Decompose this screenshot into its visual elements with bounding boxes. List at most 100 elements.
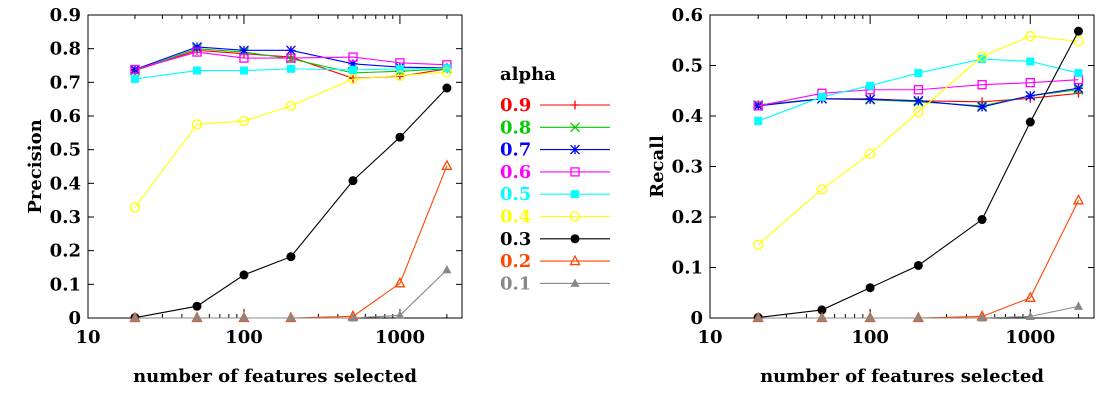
legend-entry-alpha-0.1: 0.1 bbox=[500, 273, 610, 294]
x-tick-label: 1000 bbox=[1005, 327, 1055, 348]
data-point-alpha-0.4 bbox=[913, 106, 924, 118]
legend-marker bbox=[570, 234, 580, 244]
y-tick-label: 0.3 bbox=[672, 157, 703, 178]
y-tick-label: 0 bbox=[68, 308, 81, 329]
data-point-alpha-0.6 bbox=[192, 47, 202, 57]
data-point-alpha-0.1 bbox=[286, 313, 296, 322]
data-point-alpha-0.7 bbox=[913, 95, 924, 106]
data-point-alpha-0.5 bbox=[193, 66, 202, 75]
legend-label: 0.9 bbox=[500, 95, 531, 116]
x-tick-label: 100 bbox=[225, 327, 263, 348]
data-point-alpha-0.1 bbox=[1073, 301, 1083, 310]
y-axis-title: Recall bbox=[647, 135, 668, 198]
data-point-alpha-0.7 bbox=[977, 101, 988, 112]
legend-entry-alpha-0.8: 0.8 bbox=[500, 117, 610, 138]
data-point-alpha-0.7 bbox=[239, 45, 249, 56]
legend-entry-alpha-0.9: 0.9 bbox=[500, 95, 610, 116]
data-point-alpha-0.5 bbox=[348, 65, 357, 74]
data-point-alpha-0.3 bbox=[865, 283, 875, 293]
legend-entry-alpha-0.3: 0.3 bbox=[500, 229, 610, 250]
data-point-alpha-0.4 bbox=[1025, 31, 1036, 42]
data-point-alpha-0.4 bbox=[1073, 36, 1084, 47]
data-point-alpha-0.7 bbox=[192, 42, 202, 52]
data-point-alpha-0.4 bbox=[864, 148, 876, 160]
data-point-alpha-0.3 bbox=[1073, 26, 1083, 36]
data-point-alpha-0.1 bbox=[395, 310, 405, 319]
legend-marker bbox=[570, 167, 580, 177]
data-point-alpha-0.4 bbox=[753, 239, 764, 250]
legend-label: 0.2 bbox=[500, 251, 531, 272]
data-point-alpha-0.5 bbox=[817, 92, 826, 101]
x-tick-label: 10 bbox=[75, 327, 100, 348]
legend-marker bbox=[570, 278, 580, 287]
legend-label: 0.3 bbox=[500, 229, 531, 250]
data-point-alpha-0.2 bbox=[441, 159, 453, 170]
data-point-alpha-0.5 bbox=[1074, 69, 1083, 78]
legend-entry-alpha-0.4: 0.4 bbox=[500, 207, 610, 228]
y-axis-title: Precision bbox=[25, 119, 46, 213]
precision-chart: 0 0.1 0.2 0.3 0.4 0.5 0.6 0.7 0.8 0.9 10 100 1000 num… bbox=[25, 5, 463, 387]
y-tick-label: 0.2 bbox=[50, 241, 81, 262]
legend-entry-alpha-0.7: 0.7 bbox=[500, 140, 610, 161]
series-alpha-0.5 bbox=[754, 54, 1083, 126]
data-point-alpha-0.3 bbox=[1025, 117, 1035, 127]
legend-marker bbox=[569, 254, 581, 266]
data-point-alpha-0.5 bbox=[395, 64, 404, 73]
data-point-alpha-0.3 bbox=[442, 83, 452, 93]
data-point-alpha-0.4 bbox=[976, 51, 988, 62]
y-tick-label: 0.9 bbox=[50, 5, 81, 26]
data-point-alpha-0.7 bbox=[285, 45, 296, 56]
data-point-alpha-0.5 bbox=[866, 81, 875, 90]
data-point-alpha-0.5 bbox=[1026, 57, 1035, 66]
y-tick-label: 0.7 bbox=[50, 72, 81, 93]
data-point-alpha-0.4 bbox=[347, 73, 359, 85]
data-point-alpha-0.4 bbox=[129, 202, 141, 213]
data-point-alpha-0.2 bbox=[1072, 193, 1085, 205]
x-axis-title: number of features selected bbox=[760, 366, 1044, 387]
x-tick-label: 100 bbox=[851, 327, 889, 348]
y-tick-label: 0.4 bbox=[672, 106, 703, 127]
data-point-alpha-0.7 bbox=[1073, 83, 1084, 94]
data-point-alpha-0.6 bbox=[348, 52, 358, 62]
y-tick-label: 0.5 bbox=[672, 56, 703, 77]
legend-label: 0.7 bbox=[500, 140, 531, 161]
y-tick-label: 0.1 bbox=[50, 274, 81, 295]
data-point-alpha-0.7 bbox=[348, 58, 358, 69]
x-axis-title: number of features selected bbox=[133, 366, 417, 387]
data-point-alpha-0.7 bbox=[865, 94, 876, 105]
legend-marker bbox=[569, 211, 581, 222]
data-point-alpha-0.3 bbox=[192, 301, 202, 311]
data-point-alpha-0.4 bbox=[238, 115, 250, 127]
data-point-alpha-0.3 bbox=[239, 270, 249, 280]
data-point-alpha-0.4 bbox=[441, 67, 453, 78]
y-tick-label: 0.8 bbox=[50, 39, 81, 60]
data-point-alpha-0.7 bbox=[753, 100, 764, 111]
legend-marker bbox=[570, 122, 580, 133]
data-point-alpha-0.1 bbox=[817, 313, 827, 322]
series-line-alpha-0.2 bbox=[758, 200, 1079, 319]
data-point-alpha-0.1 bbox=[1025, 311, 1035, 320]
series-alpha-0.4 bbox=[129, 67, 453, 213]
x-tick-label: 10 bbox=[697, 327, 722, 348]
y-tick-label: 0.6 bbox=[672, 5, 703, 26]
data-point-alpha-0.3 bbox=[348, 176, 358, 186]
data-point-alpha-0.5 bbox=[239, 66, 248, 75]
series-alpha-0.2 bbox=[752, 193, 1085, 323]
series-alpha-0.3 bbox=[753, 26, 1083, 322]
legend-title: alpha bbox=[500, 64, 556, 85]
plot-frame bbox=[87, 14, 463, 319]
data-point-alpha-0.1 bbox=[753, 313, 763, 322]
series-alpha-0.1 bbox=[753, 301, 1083, 322]
data-point-alpha-0.3 bbox=[913, 260, 923, 270]
data-point-alpha-0.1 bbox=[239, 313, 249, 322]
series-line-alpha-0.4 bbox=[757, 35, 1079, 246]
series-alpha-0.1 bbox=[130, 264, 452, 322]
data-point-alpha-0.6 bbox=[913, 85, 923, 95]
data-point-alpha-0.1 bbox=[913, 313, 923, 322]
data-point-alpha-0.1 bbox=[192, 313, 202, 322]
legend-entry-alpha-0.5: 0.5 bbox=[500, 184, 610, 205]
y-tick-label: 0.6 bbox=[50, 106, 81, 127]
y-tick-label: 0.2 bbox=[672, 207, 703, 228]
legend-label: 0.1 bbox=[500, 273, 531, 294]
